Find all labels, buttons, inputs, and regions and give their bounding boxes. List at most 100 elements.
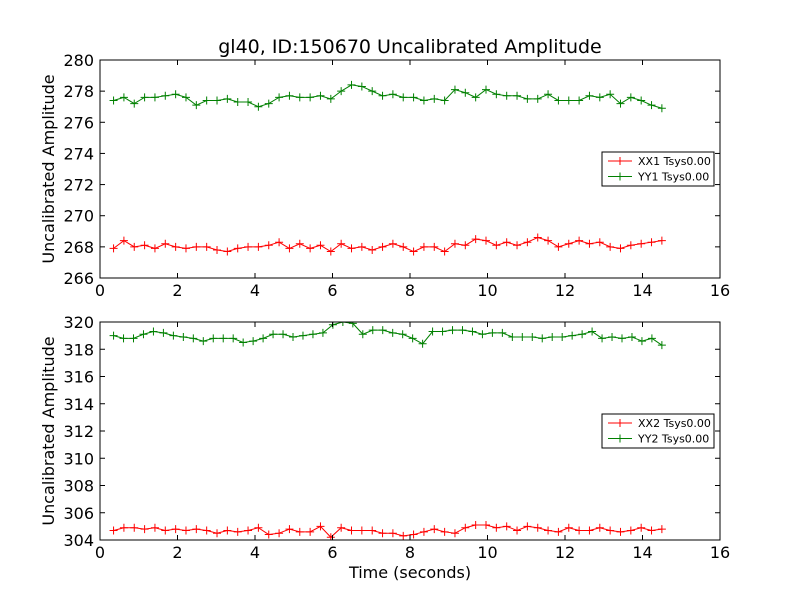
data-point — [229, 334, 238, 343]
data-point — [482, 85, 490, 94]
data-point — [140, 93, 149, 102]
data-point — [129, 334, 138, 343]
data-point — [482, 236, 490, 245]
data-point — [119, 93, 128, 102]
data-point — [588, 327, 597, 336]
data-point — [440, 527, 449, 536]
data-point — [347, 244, 356, 253]
legend-box — [601, 151, 715, 187]
data-point — [306, 93, 315, 102]
data-point — [616, 99, 625, 108]
data-point — [358, 330, 367, 339]
data-point — [171, 525, 180, 534]
y-tick-label: 318 — [63, 340, 94, 359]
y-tick-label: 306 — [63, 504, 94, 523]
data-point — [461, 241, 470, 250]
data-point — [399, 531, 408, 540]
data-point — [269, 330, 278, 339]
data-point — [192, 242, 201, 251]
data-point — [606, 242, 615, 251]
data-point — [637, 337, 646, 346]
data-point — [450, 529, 459, 538]
data-point — [598, 334, 607, 343]
data-point — [533, 233, 542, 242]
data-point — [585, 91, 594, 100]
data-point — [181, 93, 190, 102]
data-point — [337, 239, 346, 248]
data-point — [161, 526, 170, 535]
data-point — [388, 529, 397, 538]
data-point — [528, 332, 537, 341]
data-point — [295, 527, 304, 536]
data-point — [316, 522, 325, 531]
data-point — [202, 242, 211, 251]
y-tick-label: 272 — [63, 176, 94, 195]
data-point — [119, 334, 128, 343]
data-point — [468, 327, 477, 336]
data-point — [130, 242, 139, 251]
data-point — [119, 236, 128, 245]
data-point — [275, 529, 284, 538]
x-tick-label: 6 — [327, 543, 337, 562]
data-point — [554, 527, 563, 536]
data-point — [295, 93, 304, 102]
data-point — [368, 245, 377, 254]
data-point — [554, 96, 563, 105]
data-point — [606, 90, 615, 99]
data-point — [430, 242, 439, 251]
data-point — [595, 93, 604, 102]
y-tick-label: 308 — [63, 477, 94, 496]
data-point — [285, 244, 294, 253]
data-point — [502, 522, 511, 531]
legend-marker — [616, 172, 624, 181]
data-point — [568, 331, 577, 340]
data-point — [264, 99, 273, 108]
data-point — [482, 521, 490, 530]
data-point — [595, 238, 604, 247]
data-point — [608, 332, 617, 341]
data-point — [378, 326, 387, 335]
data-point — [575, 526, 584, 535]
data-point — [585, 239, 594, 248]
legend-label: XX2 Tsys0.00 — [638, 417, 711, 430]
data-point — [239, 338, 248, 347]
data-point — [140, 525, 149, 534]
data-point — [606, 526, 615, 535]
data-point — [316, 241, 325, 250]
data-point — [306, 244, 315, 253]
data-point — [440, 247, 449, 256]
x-tick-label: 14 — [632, 281, 652, 300]
legend-marker — [616, 157, 624, 165]
data-point — [585, 526, 594, 535]
data-point — [181, 244, 190, 253]
data-point — [461, 88, 470, 97]
data-point — [637, 239, 646, 248]
data-point — [523, 94, 532, 103]
data-point — [318, 328, 327, 337]
data-point — [169, 331, 178, 340]
data-point — [189, 334, 198, 343]
data-point — [337, 87, 346, 96]
data-point — [450, 85, 459, 94]
data-point — [179, 332, 188, 341]
data-point — [616, 527, 625, 536]
data-point — [357, 242, 366, 251]
data-point — [513, 91, 522, 100]
data-point — [419, 527, 428, 536]
series-group — [109, 80, 666, 256]
data-point — [538, 334, 547, 343]
data-point — [209, 334, 218, 343]
data-point — [149, 327, 158, 336]
data-point — [492, 241, 501, 250]
data-point — [223, 247, 232, 256]
data-point — [289, 332, 298, 341]
data-point — [502, 238, 511, 247]
data-point — [471, 521, 480, 530]
x-tick-label: 12 — [555, 543, 575, 562]
data-point — [130, 523, 139, 532]
data-point — [471, 235, 480, 244]
data-point — [192, 525, 201, 534]
data-point — [388, 90, 397, 99]
data-point — [533, 523, 542, 532]
data-point — [109, 526, 118, 535]
